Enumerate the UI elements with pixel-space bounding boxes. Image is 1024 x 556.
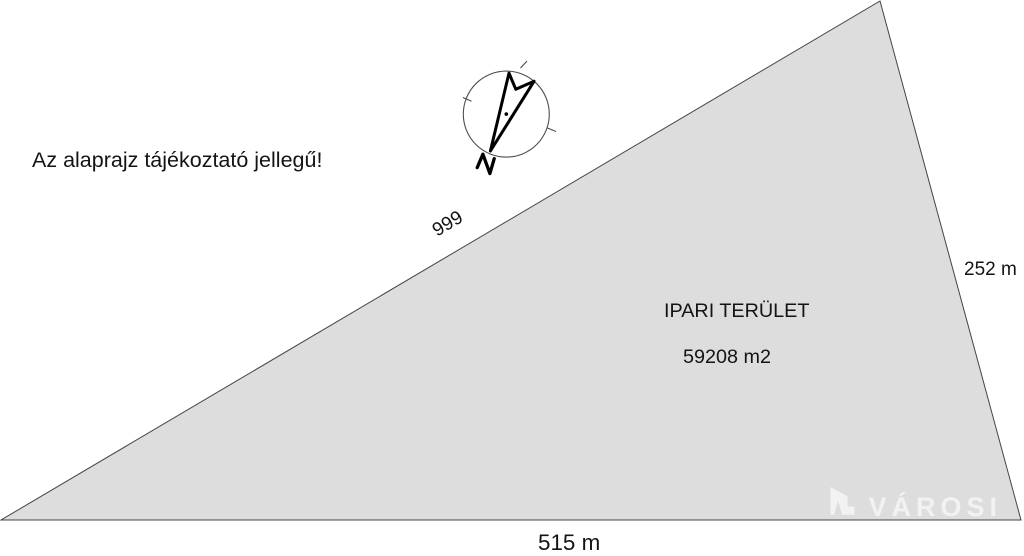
svg-text:VÁROSI: VÁROSI xyxy=(869,491,1003,522)
